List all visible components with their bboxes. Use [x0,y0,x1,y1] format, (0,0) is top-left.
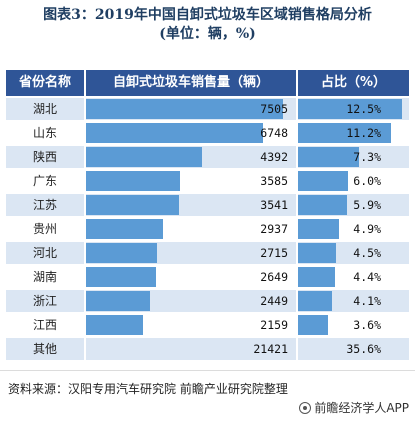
share-cell: 7.3% [298,146,409,168]
volume-cell: 2937 [86,218,296,240]
province-name: 河北 [6,242,84,264]
volume-bar [86,99,284,119]
brand-logo-icon [299,401,312,414]
share-bar [298,243,336,263]
share-bar [298,315,329,335]
share-cell: 3.6% [298,314,409,336]
source-note: 资料来源：汉阳专用汽车研究院 前瞻产业研究院整理 [8,382,288,396]
volume-value: 7505 [260,102,288,116]
share-value: 12.5% [346,102,381,116]
province-name: 贵州 [6,218,84,240]
share-value: 3.6% [353,318,381,332]
footer-divider [0,370,415,371]
share-bar [298,171,349,191]
volume-bar [86,219,164,239]
volume-bar [86,315,143,335]
share-value: 35.6% [346,342,381,356]
volume-cell: 2649 [86,266,296,288]
table-row: 湖北 7505 12.5% [6,98,409,120]
share-cell: 4.9% [298,218,409,240]
province-name: 山东 [6,122,84,144]
column-header-share: 占比（%） [298,70,409,96]
table-row: 江苏 3541 5.9% [6,194,409,216]
volume-cell: 6748 [86,122,296,144]
province-name: 湖北 [6,98,84,120]
volume-cell: 2159 [86,314,296,336]
share-bar [298,267,335,287]
volume-bar [86,147,202,167]
share-value: 5.9% [353,198,381,212]
volume-value: 21421 [253,342,288,356]
share-bar [298,291,333,311]
volume-value: 4392 [260,150,288,164]
volume-cell: 21421 [86,338,296,360]
volume-value: 2715 [260,246,288,260]
data-table: 省份名称 自卸式垃圾车销售量（辆） 占比（%） 湖北 7505 12.5% 山东 674… [6,70,409,360]
province-name: 湖南 [6,266,84,288]
share-cell: 4.1% [298,290,409,312]
volume-bar [86,243,158,263]
province-name: 其他 [6,338,84,360]
share-cell: 5.9% [298,194,409,216]
table-row: 湖南 2649 4.4% [6,266,409,288]
chart-title: 图表3：2019年中国自卸式垃圾车区域销售格局分析 (单位：辆，%) [0,6,415,44]
share-cell: 4.4% [298,266,409,288]
table-row: 其他 21421 35.6% [6,338,409,360]
volume-value: 3585 [260,174,288,188]
volume-cell: 7505 [86,98,296,120]
table-row: 陕西 4392 7.3% [6,146,409,168]
province-name: 江西 [6,314,84,336]
share-value: 7.3% [353,150,381,164]
brand-footer: 前瞻经济学人APP [299,399,409,416]
table-row: 浙江 2449 4.1% [6,290,409,312]
share-bar [298,147,359,167]
province-name: 浙江 [6,290,84,312]
volume-value: 3541 [260,198,288,212]
volume-value: 2649 [260,270,288,284]
volume-bar [86,171,181,191]
volume-cell: 2715 [86,242,296,264]
province-name: 江苏 [6,194,84,216]
share-value: 4.9% [353,222,381,236]
table-row: 河北 2715 4.5% [6,242,409,264]
volume-bar [86,123,264,143]
volume-value: 2449 [260,294,288,308]
volume-cell: 4392 [86,146,296,168]
chart-title-line1: 图表3：2019年中国自卸式垃圾车区域销售格局分析 [43,7,372,23]
brand-label: 前瞻经济学人APP [314,401,409,415]
share-cell: 4.5% [298,242,409,264]
volume-bar [86,195,180,215]
table-row: 贵州 2937 4.9% [6,218,409,240]
share-value: 11.2% [346,126,381,140]
share-bar [298,219,339,239]
volume-cell: 3585 [86,170,296,192]
share-bar [298,123,392,143]
share-value: 4.5% [353,246,381,260]
volume-cell: 3541 [86,194,296,216]
volume-value: 2159 [260,318,288,332]
column-header-volume: 自卸式垃圾车销售量（辆） [86,70,296,96]
volume-value: 6748 [260,126,288,140]
volume-bar [86,267,156,287]
volume-bar [86,291,151,311]
column-header-province: 省份名称 [6,70,84,96]
share-value: 4.1% [353,294,381,308]
volume-cell: 2449 [86,290,296,312]
share-value: 4.4% [353,270,381,284]
share-bar [298,99,403,119]
share-cell: 11.2% [298,122,409,144]
share-cell: 6.0% [298,170,409,192]
share-cell: 35.6% [298,338,409,360]
table-row: 广东 3585 6.0% [6,170,409,192]
table-row: 山东 6748 11.2% [6,122,409,144]
province-name: 广东 [6,170,84,192]
table-row: 江西 2159 3.6% [6,314,409,336]
volume-value: 2937 [260,222,288,236]
share-value: 6.0% [353,174,381,188]
share-bar [298,195,348,215]
chart-title-line2: (单位：辆，%) [159,26,256,42]
province-name: 陕西 [6,146,84,168]
share-cell: 12.5% [298,98,409,120]
